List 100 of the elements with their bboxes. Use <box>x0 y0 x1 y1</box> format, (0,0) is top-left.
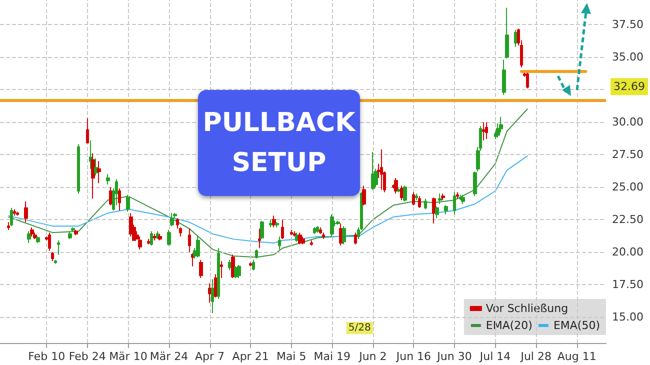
candlestick <box>298 232 302 245</box>
annotation: 5/28 <box>348 322 371 334</box>
candlestick <box>260 220 264 240</box>
y-tick-label: 35.00 <box>612 50 644 64</box>
y-tick-label: 22.50 <box>612 213 644 226</box>
candlestick <box>255 248 258 260</box>
candlestick <box>272 215 276 228</box>
candlestick <box>191 252 194 267</box>
candlestick <box>293 230 296 237</box>
candlestick <box>153 233 156 241</box>
candlestick <box>109 186 112 206</box>
candlestick <box>217 248 220 300</box>
x-tick-label: Feb 24 <box>68 350 106 363</box>
candlestick <box>456 192 459 200</box>
x-tick-label: Apr 7 <box>195 350 225 363</box>
legend-label: Vor Schließung <box>486 302 568 315</box>
x-tick-label: Jul 28 <box>520 350 552 363</box>
candlestick <box>188 228 191 253</box>
candlestick <box>158 233 162 241</box>
candlestick <box>397 188 401 193</box>
candlestick <box>444 204 448 215</box>
x-tick-label: Mär 10 <box>109 350 148 363</box>
candlestick <box>313 226 316 234</box>
candlestick <box>473 171 477 197</box>
x-tick-label: Jun 2 <box>358 350 387 363</box>
candlestick <box>499 116 503 134</box>
candlestick <box>199 259 203 279</box>
candlestick <box>129 212 133 237</box>
candlestick <box>301 236 305 245</box>
candlestick <box>371 152 375 190</box>
candlestick <box>167 229 171 246</box>
candlestick <box>249 262 252 267</box>
text: 32.69 <box>614 80 646 94</box>
candlestick <box>106 174 110 185</box>
candlestick <box>310 240 313 246</box>
candlestick <box>118 188 121 211</box>
candlestick <box>126 194 130 212</box>
y-tick-label: 27.50 <box>612 148 644 162</box>
candlestick <box>453 192 456 215</box>
legend-label: EMA(50) <box>553 319 600 332</box>
candlestick <box>220 260 223 279</box>
candlestick <box>342 226 346 245</box>
candlestick <box>362 185 366 206</box>
candlestick <box>502 59 506 96</box>
candlestick <box>196 236 200 258</box>
candlestick <box>354 232 357 245</box>
y-tick-label: 30.00 <box>612 116 644 129</box>
x-tick-label: Mai 19 <box>314 350 351 363</box>
candlestick <box>316 226 319 234</box>
candlestick <box>482 122 485 141</box>
y-tick-label: 25.00 <box>612 180 644 194</box>
candlestick <box>394 177 398 194</box>
x-tick-label: Mai 5 <box>276 350 306 363</box>
candlestick <box>252 259 255 271</box>
candlestick <box>526 72 529 89</box>
x-tick-label: Apr 21 <box>232 350 269 363</box>
candlestick <box>208 282 212 304</box>
candlestick <box>275 222 279 228</box>
candlestick <box>485 122 488 140</box>
candlestick <box>156 230 159 240</box>
candlestick <box>147 238 150 245</box>
candlestick <box>418 196 421 208</box>
candlestick <box>281 219 284 240</box>
x-tick-label: Mär 24 <box>150 350 188 363</box>
x-tick-label: Jun 16 <box>395 350 432 363</box>
candlestick <box>237 264 241 279</box>
annotation: PULLBACK SETUP <box>202 108 356 178</box>
candlestick <box>211 278 214 314</box>
candlestick <box>138 236 142 250</box>
candlestick <box>514 29 517 48</box>
candlestick <box>461 194 465 204</box>
candlestick <box>438 193 442 204</box>
candlestick <box>330 214 334 237</box>
candlestick <box>170 212 174 227</box>
candlestick <box>505 7 509 59</box>
candlestick <box>403 185 407 202</box>
legend-label: EMA(20) <box>486 319 532 332</box>
candlestick <box>269 219 273 228</box>
candlestick <box>459 194 462 201</box>
x-tick-label: Jul 14 <box>478 350 511 363</box>
candlestick <box>412 192 415 206</box>
candlestick <box>214 274 217 298</box>
y-tick-label: 20.00 <box>612 246 644 259</box>
candlestick <box>278 236 281 250</box>
candlestick <box>336 220 340 226</box>
candlestick <box>424 198 427 210</box>
candlestick <box>258 228 261 249</box>
y-tick-label: 37.50 <box>612 18 644 32</box>
candlestick <box>290 229 293 236</box>
y-tick-label: 15.00 <box>612 310 644 324</box>
candlestick <box>441 193 445 201</box>
x-tick-label: Aug 11 <box>557 350 596 363</box>
candlestick <box>150 230 153 246</box>
candlestick <box>435 206 439 219</box>
x-tick-label: Jun 30 <box>436 350 472 363</box>
y-tick-label: 17.50 <box>612 278 644 292</box>
x-tick-label: Feb 10 <box>28 350 66 363</box>
candlestick <box>432 196 436 224</box>
candlestick <box>380 148 383 190</box>
candlestick <box>415 193 418 201</box>
